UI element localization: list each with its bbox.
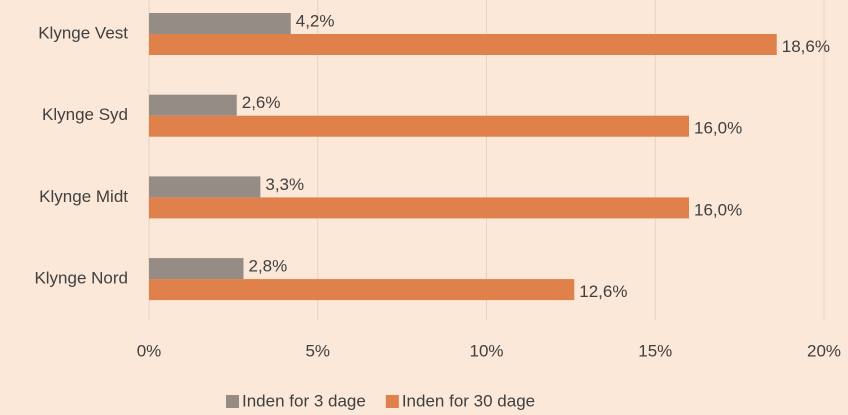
x-tick-label: 0% [137, 341, 162, 360]
data-label: 18,6% [782, 37, 830, 56]
bar [149, 279, 575, 301]
bar [149, 13, 291, 34]
data-label: 4,2% [296, 11, 335, 30]
data-label: 16,0% [694, 200, 742, 219]
x-tick-label: 10% [469, 341, 503, 360]
legend-label: Inden for 30 dage [402, 391, 535, 410]
y-tick-label: Klynge Midt [39, 187, 128, 206]
y-tick-label: Klynge Syd [42, 105, 128, 124]
bar [149, 176, 261, 198]
y-tick-label: Klynge Vest [38, 23, 128, 42]
x-tick-label: 15% [638, 341, 672, 360]
bar [149, 197, 689, 219]
x-tick-label: 5% [305, 341, 330, 360]
data-label: 2,6% [242, 93, 281, 112]
data-label: 2,8% [249, 257, 288, 276]
bar [149, 34, 777, 55]
legend-swatch [385, 395, 399, 408]
x-tick-label: 20% [807, 341, 841, 360]
data-label: 12,6% [579, 282, 627, 301]
data-label: 3,3% [265, 175, 304, 194]
bar [149, 258, 244, 280]
bar [149, 94, 237, 116]
y-tick-label: Klynge Nord [34, 269, 128, 288]
bar [149, 115, 689, 137]
legend-label: Inden for 3 dage [242, 391, 366, 410]
legend-swatch [226, 395, 239, 408]
data-label: 16,0% [694, 119, 742, 138]
